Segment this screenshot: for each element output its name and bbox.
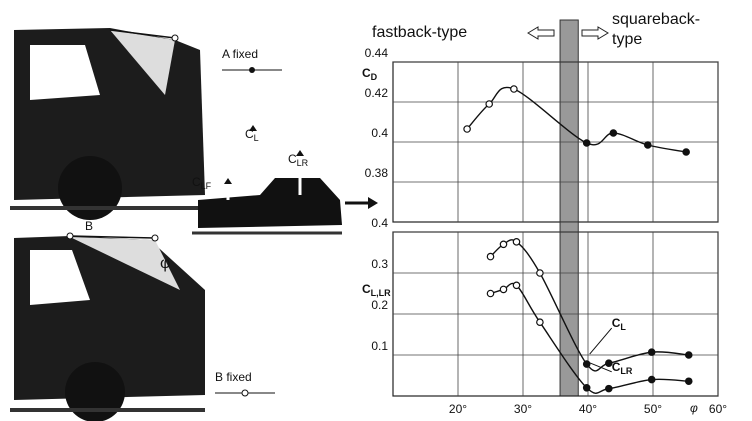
- side-car: [192, 125, 378, 235]
- data-point: [486, 289, 495, 298]
- y-tick-label: 0.3: [371, 257, 388, 271]
- series-line: [490, 282, 689, 394]
- sub: LR: [620, 366, 632, 376]
- data-point: [647, 348, 656, 356]
- symbol-label: CL,LR: [362, 282, 391, 298]
- leader-line: [589, 327, 613, 355]
- data-point: [486, 252, 495, 261]
- symbol: C: [362, 66, 371, 80]
- car-label: CL: [245, 127, 259, 143]
- sub: LF: [201, 181, 212, 191]
- shaded-range: [559, 221, 579, 397]
- symbol: C: [288, 152, 297, 166]
- symbol-label: CLR: [612, 360, 633, 376]
- data-point: [463, 125, 471, 133]
- data-point: [536, 318, 544, 327]
- data-point: [647, 375, 656, 384]
- symbol-label: CD: [362, 66, 378, 82]
- region-label: squareback-: [612, 11, 700, 28]
- data-point: [684, 377, 693, 386]
- data-point: [604, 359, 613, 368]
- y-tick-label: 0.42: [365, 86, 389, 100]
- data-point: [684, 351, 693, 359]
- data-point: [485, 100, 494, 108]
- car-label: CLR: [288, 152, 309, 168]
- leader-line: [589, 362, 612, 373]
- sub: LR: [297, 158, 309, 168]
- data-point: [604, 384, 613, 393]
- x-tick-label: 50°: [644, 402, 662, 416]
- data-point: [582, 360, 591, 368]
- car-rear-b: [10, 232, 275, 421]
- data-point: [536, 269, 544, 277]
- diagram-label: B fixed: [215, 370, 252, 384]
- x-tick-label: 30°: [514, 402, 532, 416]
- y-tick-label: 0.44: [365, 46, 389, 60]
- y-tick-label: 0.4: [371, 126, 388, 140]
- data-point: [582, 139, 591, 147]
- sub: L,LR: [371, 288, 391, 298]
- region-label: fastback-type: [372, 24, 467, 41]
- shaded-range: [559, 19, 579, 223]
- symbol: C: [612, 316, 621, 330]
- x-tick-label: 40°: [579, 402, 597, 416]
- sub: D: [371, 72, 378, 82]
- data-point: [512, 238, 521, 246]
- region-arrows: [527, 26, 609, 40]
- region-label: type: [612, 31, 642, 48]
- sub: L: [254, 133, 259, 143]
- data-point: [643, 141, 652, 149]
- diagram-label: B: [85, 219, 93, 233]
- x-tick-label: 60°: [709, 402, 727, 416]
- y-tick-label: 0.4: [371, 216, 388, 230]
- data-point: [499, 285, 508, 294]
- data-point: [682, 148, 690, 156]
- symbol: C: [362, 282, 371, 296]
- symbol: C: [245, 127, 254, 141]
- symbol-label: CL: [612, 316, 627, 332]
- data-point: [510, 85, 518, 93]
- symbol: C: [612, 360, 621, 374]
- y-tick-label: 0.1: [371, 339, 388, 353]
- symbol: C: [192, 175, 201, 189]
- sub: L: [620, 322, 626, 332]
- car-rear-a: [10, 28, 282, 220]
- data-point: [609, 129, 618, 137]
- data-point: [499, 240, 508, 249]
- series-line: [490, 239, 689, 372]
- data-point: [582, 383, 591, 392]
- car-label: CLF: [192, 175, 212, 191]
- y-tick-label: 0.2: [371, 298, 388, 312]
- y-tick-label: 0.38: [365, 166, 389, 180]
- diagram-label: φ: [160, 255, 170, 272]
- x-axis-label: φ: [690, 401, 698, 415]
- diagram-label: A fixed: [222, 47, 258, 61]
- x-tick-label: 20°: [449, 402, 467, 416]
- data-point: [512, 281, 521, 290]
